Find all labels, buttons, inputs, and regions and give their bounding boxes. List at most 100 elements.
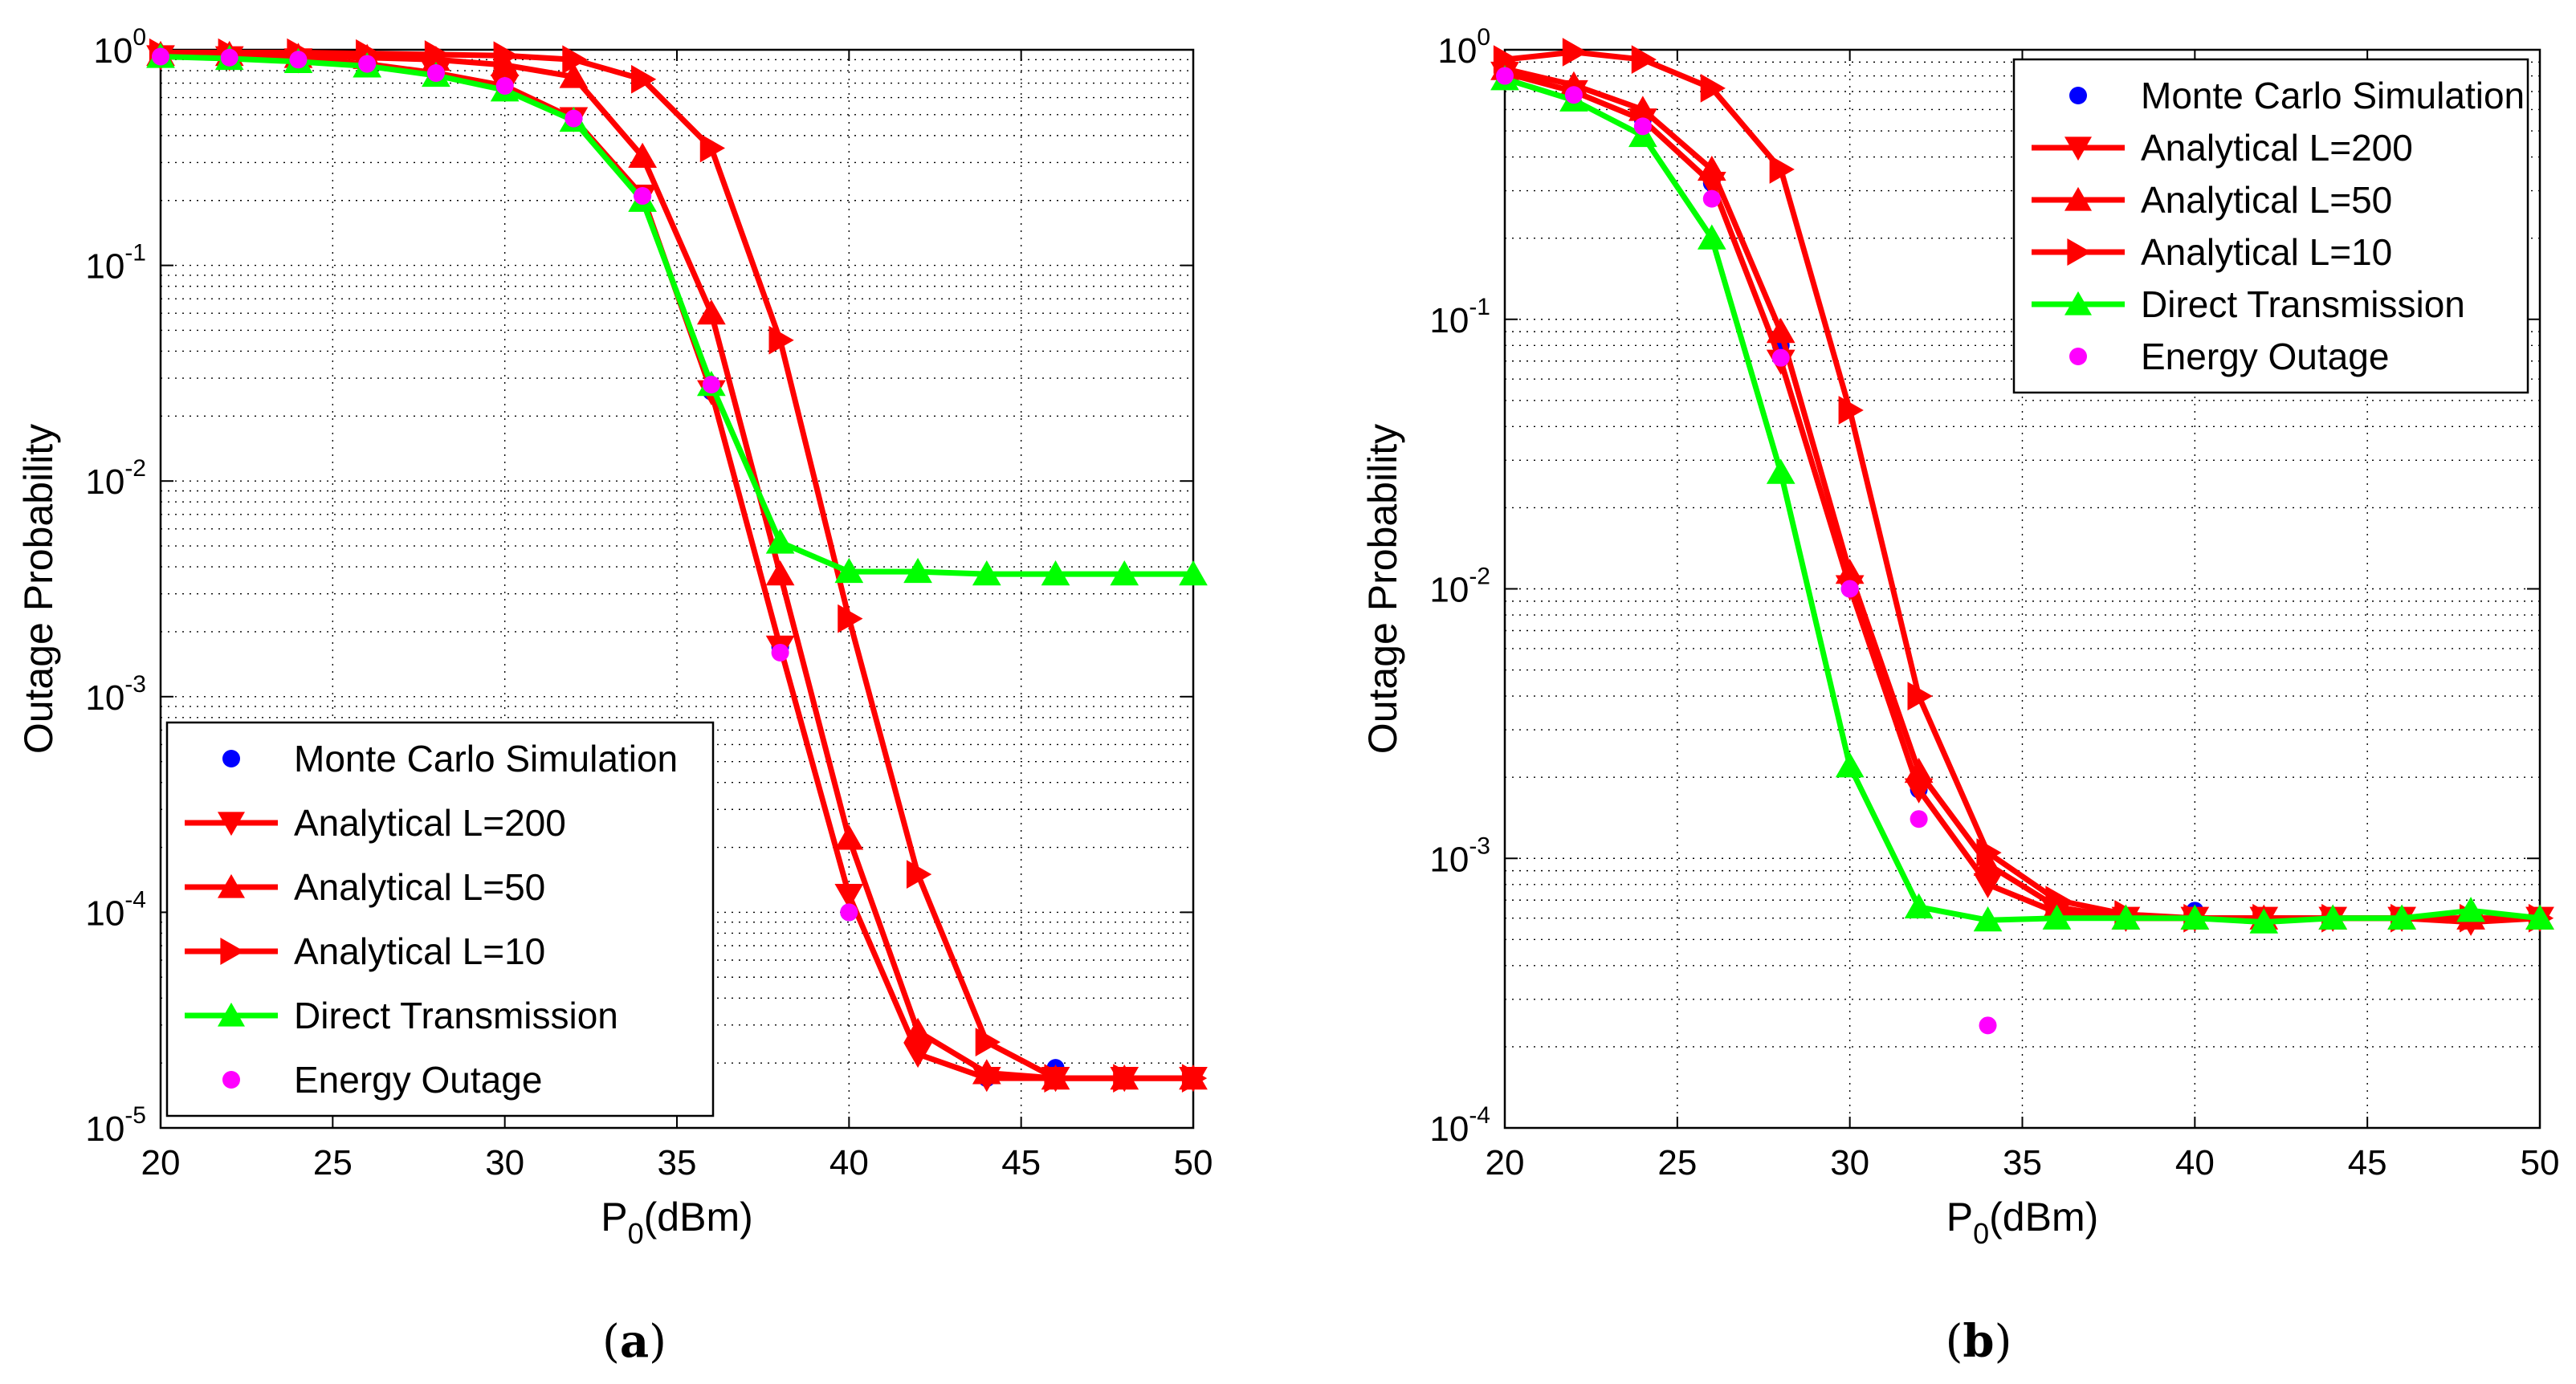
- data-point-marker: [2387, 904, 2416, 930]
- legend-entry: Analytical L=200: [2032, 127, 2413, 169]
- series-line: [1503, 75, 2541, 926]
- data-point: [1840, 580, 1859, 598]
- legend-entry: Monte Carlo Simulation: [2069, 75, 2525, 116]
- legend-label: Monte Carlo Simulation: [294, 738, 678, 780]
- legend: Monte Carlo Simulation Analytical L=200 An…: [2012, 58, 2529, 394]
- data-point-marker: [1179, 560, 1208, 586]
- data-point-marker: [1838, 396, 1864, 425]
- data-point-marker: [628, 142, 657, 169]
- panel-caption: (a): [602, 1315, 666, 1368]
- legend-entry: Energy Outage: [2069, 336, 2389, 377]
- legend-marker: [2064, 186, 2092, 211]
- data-point-marker: [903, 1017, 932, 1043]
- data-point: [1496, 67, 1514, 85]
- data-point-marker: [1181, 1064, 1208, 1093]
- y-tick-label: 10-5: [85, 1102, 146, 1149]
- data-point-marker: [1904, 757, 1934, 784]
- legend-label: Analytical L=10: [2141, 231, 2392, 273]
- data-point-marker: [1044, 1064, 1070, 1093]
- data-point-marker: [1904, 893, 1934, 918]
- series-group: [1490, 38, 2554, 1035]
- data-point-marker: [1769, 155, 1795, 184]
- series-energy-outage: [1496, 67, 1997, 1035]
- legend-label: Monte Carlo Simulation: [2141, 75, 2525, 116]
- legend-label: Analytical L=50: [294, 866, 545, 908]
- data-point: [1979, 1016, 1997, 1035]
- y-tick-label: 10-3: [85, 671, 146, 718]
- data-point-marker: [1697, 224, 1726, 250]
- data-point-marker: [975, 1028, 1001, 1056]
- data-point-marker: [768, 325, 794, 355]
- legend-marker: [2064, 291, 2092, 315]
- data-point-marker: [699, 133, 726, 163]
- legend-entry: Analytical L=10: [185, 930, 545, 972]
- data-point-marker: [834, 824, 864, 850]
- x-tick-label: 20: [141, 1143, 181, 1183]
- x-tick-label: 45: [2348, 1143, 2387, 1183]
- data-point-marker: [834, 884, 864, 910]
- data-point-marker: [838, 604, 863, 633]
- data-point-marker: [1766, 317, 1795, 344]
- legend-entry: Monte Carlo Simulation: [222, 738, 678, 780]
- x-axis-label: P0(dBm): [1946, 1195, 2099, 1250]
- data-point-marker: [1973, 906, 2003, 932]
- y-tick-label: 10-3: [1429, 832, 1490, 879]
- x-tick-label: 20: [1486, 1143, 1525, 1183]
- y-tick-label: 10-2: [1429, 564, 1490, 610]
- data-point-marker: [2180, 904, 2210, 930]
- y-tick-label: 100: [1437, 24, 1490, 71]
- legend-entry: Analytical L=50: [2032, 179, 2392, 221]
- data-point-marker: [2111, 904, 2141, 930]
- data-point-marker: [972, 560, 1001, 586]
- data-point-marker: [2456, 897, 2485, 922]
- chart-panel-a: 20 25 30 35 40 45 50 100 10-1 10-2 10-3 10-4 10-5 P0(…: [16, 24, 1213, 1368]
- legend-entry: Energy Outage: [222, 1059, 542, 1101]
- x-axis-label: P0(dBm): [601, 1195, 753, 1250]
- data-point-marker: [631, 64, 657, 94]
- series-line: [160, 53, 1193, 577]
- legend-entry: Analytical L=50: [185, 866, 545, 908]
- legend-marker: [218, 812, 245, 837]
- data-point-marker: [1110, 560, 1139, 586]
- series-group: [146, 38, 1208, 1093]
- data-point: [152, 47, 169, 66]
- legend-label: Analytical L=200: [294, 802, 566, 844]
- legend-entry: Direct Transmission: [185, 995, 618, 1036]
- legend-dot: [222, 1071, 240, 1089]
- data-point-marker: [559, 63, 589, 88]
- y-tick-label: 10-4: [85, 886, 146, 933]
- x-tick-label: 25: [313, 1143, 353, 1183]
- data-point-marker: [1697, 155, 1726, 181]
- legend-box: [165, 721, 715, 1117]
- y-tick-label: 10-2: [85, 455, 146, 502]
- data-point-marker: [424, 40, 450, 69]
- data-point: [565, 109, 583, 128]
- series-direct-transmission: [1490, 65, 2554, 934]
- legend-marker: [2067, 238, 2092, 266]
- chart-panel-b: 20 25 30 35 40 45 50 100 10-1 10-2 10-3 10-4 P0(dBm)…: [1360, 24, 2559, 1368]
- y-tick-label: 100: [93, 24, 146, 71]
- data-point-marker: [1562, 38, 1588, 67]
- data-point: [1910, 810, 1928, 828]
- legend-dot: [2069, 348, 2087, 365]
- series-line: [161, 50, 1193, 1081]
- data-point: [702, 376, 720, 394]
- data-point-marker: [1493, 45, 1519, 75]
- x-tick-label: 30: [485, 1143, 524, 1183]
- legend-label: Analytical L=200: [2141, 127, 2413, 169]
- series-line: [161, 51, 1193, 1081]
- y-axis-label: Outage Probability: [16, 424, 61, 754]
- legend-label: Direct Transmission: [294, 995, 618, 1036]
- legend: Monte Carlo Simulation Analytical L=200 An…: [165, 721, 715, 1117]
- y-tick-label: 10-1: [1429, 294, 1490, 340]
- legend-dot: [222, 750, 240, 767]
- data-point-marker: [903, 557, 932, 584]
- data-point: [1771, 348, 1790, 367]
- data-point: [1702, 189, 1721, 208]
- x-tick-label: 35: [2003, 1143, 2042, 1183]
- series-energy-outage: [152, 47, 858, 922]
- data-point: [220, 48, 238, 67]
- legend-marker: [2064, 136, 2092, 161]
- legend-label: Analytical L=10: [294, 930, 545, 972]
